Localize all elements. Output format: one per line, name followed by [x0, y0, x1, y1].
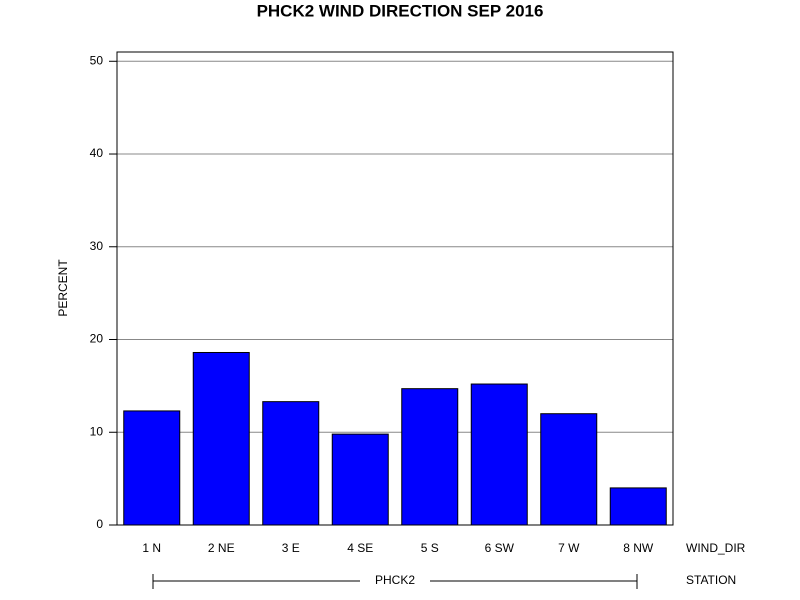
bar	[470, 383, 528, 526]
y-tick-label: 30	[90, 239, 104, 253]
x-tick-label: 2 NE	[208, 541, 235, 555]
bar	[540, 413, 598, 526]
x-axis-label: WIND_DIR	[686, 541, 746, 555]
x-tick-label: 7 W	[558, 541, 580, 555]
chart-title: PHCK2 WIND DIRECTION SEP 2016	[257, 1, 544, 20]
bar	[609, 487, 667, 526]
group-axis-label: STATION	[686, 573, 736, 587]
x-tick-label: 8 NW	[623, 541, 654, 555]
bar	[123, 410, 181, 526]
bar	[401, 388, 459, 526]
y-tick-label: 50	[90, 53, 104, 67]
x-tick-label: 5 S	[421, 541, 439, 555]
y-tick-label: 0	[96, 517, 103, 531]
plot-frame	[116, 51, 674, 526]
x-tick-label: 1 N	[142, 541, 161, 555]
x-tick-label: 6 SW	[485, 541, 515, 555]
bar	[331, 433, 389, 526]
bar	[262, 401, 320, 526]
bar	[192, 351, 250, 526]
group-label: PHCK2	[375, 573, 415, 587]
x-tick-label: 4 SE	[347, 541, 373, 555]
group-bracket	[152, 574, 638, 589]
y-tick-label: 20	[90, 332, 104, 346]
x-tick-label: 3 E	[282, 541, 300, 555]
y-tick-label: 40	[90, 146, 104, 160]
y-axis-label: PERCENT	[56, 259, 70, 317]
y-tick-label: 10	[90, 424, 104, 438]
